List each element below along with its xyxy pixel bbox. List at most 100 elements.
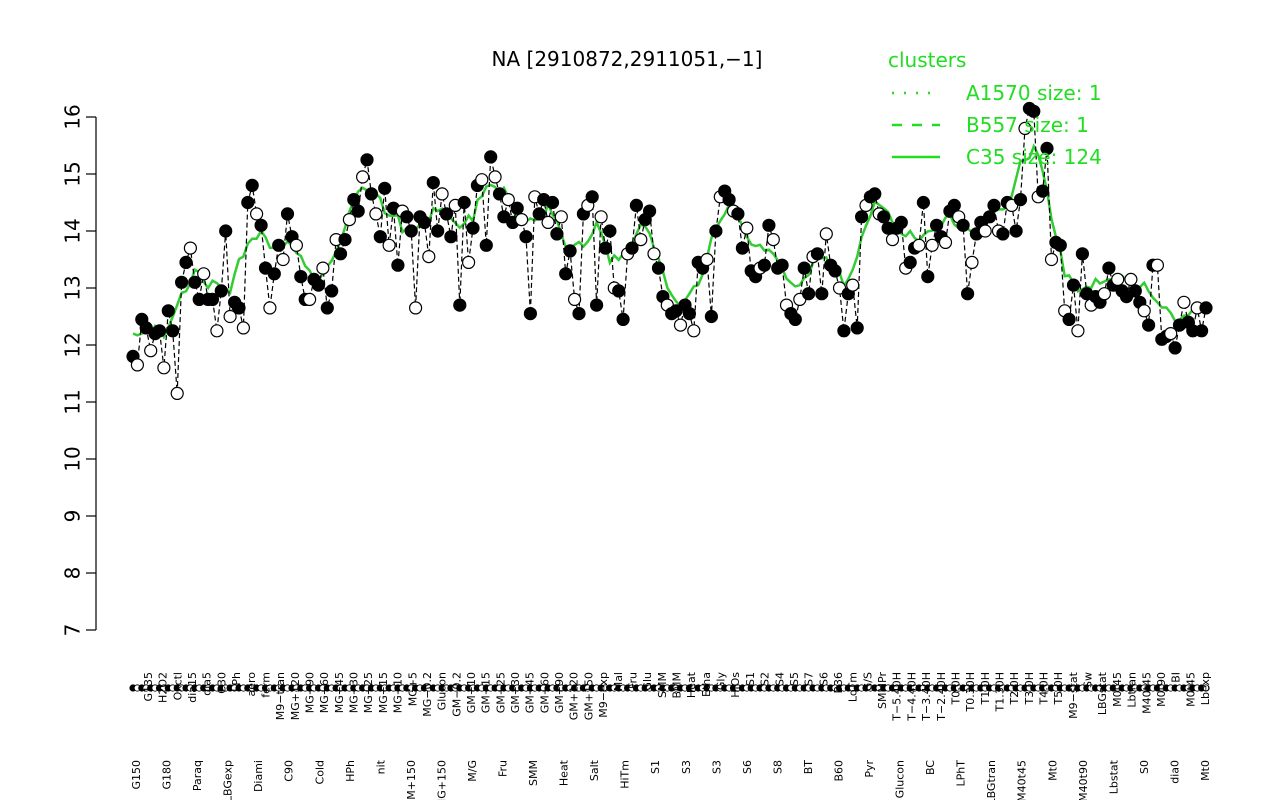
x-tick-label: GM+60 <box>538 672 551 713</box>
data-point <box>519 230 533 244</box>
x-strip-marker <box>1202 684 1210 692</box>
x-tick-label: SMMPr <box>876 672 889 709</box>
data-point <box>846 278 860 292</box>
data-point <box>1018 121 1032 135</box>
x-tick-label: HiTm <box>619 760 632 789</box>
data-point <box>550 227 564 241</box>
x-tick-label: Oxctl <box>171 672 184 700</box>
x-tick-label: Sw <box>1082 672 1095 688</box>
data-point <box>263 301 277 315</box>
x-tick-label: M9−exp <box>597 672 610 718</box>
x-tick-label: HiOs <box>729 672 742 698</box>
data-point <box>735 241 750 255</box>
data-point <box>801 287 816 301</box>
x-tick-label: dia0 <box>1169 760 1182 784</box>
data-point <box>894 215 908 229</box>
x-tick-label: Lbexp <box>1199 672 1212 705</box>
data-point <box>462 255 476 269</box>
x-tick-label: S7 <box>803 672 816 686</box>
data-point <box>484 150 498 164</box>
data-point <box>382 238 396 252</box>
x-tick-label: T−2.40H <box>935 672 948 722</box>
data-point <box>722 193 736 207</box>
x-tick-label: dia15 <box>186 672 199 703</box>
data-point <box>585 190 599 204</box>
data-point <box>731 207 745 221</box>
x-tick-label: M40t45 <box>1016 760 1029 800</box>
x-tick-label: GM+25 <box>494 672 507 713</box>
x-tick-label: nit <box>374 759 387 774</box>
data-point <box>700 252 714 267</box>
data-point <box>157 361 171 375</box>
data-point <box>426 176 440 190</box>
x-tick-label: T5.0H <box>1052 672 1065 705</box>
data-point <box>1102 261 1116 275</box>
x-tick-label: Heat <box>558 759 571 786</box>
data-point <box>947 198 961 212</box>
data-point <box>197 267 211 281</box>
data-point <box>1111 272 1125 286</box>
data-point <box>603 224 617 238</box>
x-tick-label: Salt <box>588 759 601 781</box>
x-tick-label: Glucon <box>894 760 907 798</box>
x-tick-label: S3 <box>710 760 723 774</box>
x-axis: G135 H2O2 Oxctl dia15 dia5 C30 LPh aero ferm M9−t… <box>129 671 1212 800</box>
data-point <box>929 218 944 232</box>
data-point <box>272 238 286 252</box>
x-tick-label: M9−tran <box>274 672 287 720</box>
x-tick-label: GM−0.2 <box>450 672 463 717</box>
y-tick-label: 10 <box>61 446 85 471</box>
x-tick-label: MG+120 <box>289 672 302 720</box>
data-point <box>457 195 471 210</box>
data-point <box>152 324 167 338</box>
data-point <box>1027 104 1041 118</box>
data-point <box>161 304 175 318</box>
x-tick-label: T1.30H <box>994 672 1007 712</box>
data-point <box>267 267 281 281</box>
data-point <box>378 181 392 195</box>
data-point <box>444 230 458 244</box>
data-point <box>598 241 613 255</box>
data-point <box>572 307 586 321</box>
data-point <box>210 324 224 338</box>
data-point <box>916 195 931 210</box>
x-tick-label: BMM <box>671 672 684 699</box>
data-point <box>1141 318 1156 332</box>
y-tick-label: 15 <box>61 161 85 186</box>
x-tick-label: T−3.40H <box>920 672 933 722</box>
data-point <box>554 210 568 224</box>
data-point <box>453 298 467 312</box>
data-point <box>316 261 330 275</box>
x-tick-label: G180 <box>161 760 174 790</box>
x-tick-label: MG+90 <box>304 672 317 713</box>
data-point <box>634 233 648 247</box>
x-tick-label: LPhT <box>955 760 968 787</box>
data-point <box>612 284 626 298</box>
x-tick-label: G/S <box>861 672 874 691</box>
x-tick-label: MG+45 <box>333 672 346 713</box>
x-tick-label: BI <box>1170 672 1183 683</box>
data-point <box>594 210 608 224</box>
data-point <box>1150 258 1165 272</box>
data-point <box>466 221 480 235</box>
x-tick-label: T2.0H <box>1008 672 1021 705</box>
data-point <box>960 287 975 301</box>
data-point <box>1071 324 1085 338</box>
x-tick-label: BT <box>802 760 815 775</box>
data-point <box>338 233 352 247</box>
x-tick-label: Pyr <box>863 760 876 778</box>
y-tick-label: 12 <box>61 332 85 357</box>
data-point <box>364 187 378 201</box>
data-point <box>1013 193 1028 207</box>
data-point <box>956 218 970 232</box>
x-tick-label: MG+15 <box>377 672 390 713</box>
data-point <box>276 252 290 267</box>
x-tick-label: M0t90 <box>1155 672 1168 707</box>
x-tick-label: ferm <box>259 672 272 698</box>
data-point <box>877 210 891 224</box>
data-point <box>868 187 882 201</box>
x-tick-label: Mt0 <box>1199 760 1212 781</box>
data-point <box>541 215 555 229</box>
x-tick-label: S1 <box>744 672 757 686</box>
x-tick-label: B60 <box>833 760 846 782</box>
